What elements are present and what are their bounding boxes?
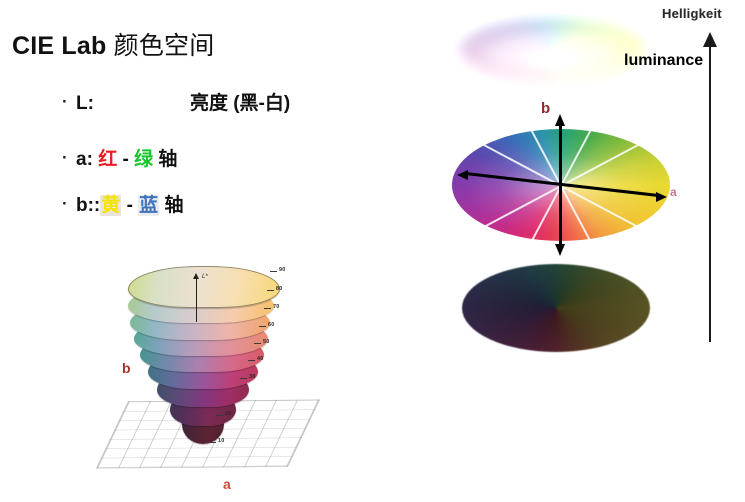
cielab-gamut-3d-plot: L* 90 80 70 60 50 40 30 20 10 b a	[95, 252, 324, 502]
axis-b-arrow-down	[555, 244, 565, 256]
bullet-a-dash: -	[122, 149, 129, 170]
gamut-axis-b-label: b	[122, 360, 131, 376]
axis-a-label: a	[670, 185, 677, 199]
lightness-slice-high	[455, 14, 650, 86]
axis-a-arrow-left	[457, 170, 468, 180]
bullet-marker: ·	[62, 148, 68, 167]
axis-b-arrow-up	[555, 114, 565, 126]
gamut-layer-label-20: 20	[225, 411, 232, 417]
bullet-key-a: a:	[76, 149, 93, 170]
bullet-b-suffix: 轴	[164, 195, 184, 216]
bullet-a-green: 绿	[134, 149, 154, 170]
bullet-key-l: L:	[76, 93, 94, 114]
gamut-layer-label-90: 90	[279, 267, 286, 273]
cielab-slices-figure: b a Helligkeit luminance	[440, 2, 745, 352]
axis-b-label: b	[541, 100, 551, 117]
lstar-label: L*	[202, 274, 208, 280]
bullet-item-b: · b::黄 - 蓝 轴	[62, 190, 183, 217]
luminance-axis-arrow-icon	[703, 32, 717, 47]
gamut-layer-label-70: 70	[273, 304, 280, 310]
axis-a-arrow-right	[656, 192, 667, 202]
gamut-axis-a-label: a	[223, 476, 231, 492]
lightness-slice-low	[462, 264, 650, 352]
luminance-axis-line	[709, 44, 711, 342]
title-latin: CIE Lab	[12, 32, 107, 60]
bullet-marker: ·	[62, 194, 68, 213]
bullet-a-red: 红	[98, 149, 118, 170]
bullet-b-blue: 蓝	[138, 195, 160, 216]
bullet-item-a: · a: 红 - 绿 轴	[62, 144, 177, 171]
lstar-axis-line	[196, 278, 197, 322]
title-cjk: 颜色空间	[113, 32, 215, 60]
bullet-b-dash: -	[126, 195, 133, 216]
bullet-a-suffix: 轴	[158, 149, 178, 170]
gamut-layer-label-80: 80	[276, 286, 283, 292]
gamut-layer-label-40: 40	[257, 356, 264, 362]
bullet-value-l: 亮度 (黑-白)	[189, 93, 291, 114]
luminance-label-de: Helligkeit	[662, 6, 722, 21]
lstar-arrow-icon	[193, 273, 199, 279]
gamut-layer-label-10: 10	[218, 438, 225, 444]
gamut-layer-label-30: 30	[249, 374, 256, 380]
luminance-label-en: luminance	[624, 52, 704, 69]
bullet-b-yellow: 黄	[100, 195, 122, 216]
bullet-marker: ·	[62, 92, 68, 111]
axis-b-line	[559, 125, 562, 247]
bullet-item-l: · L: 亮度 (黑-白)	[62, 88, 290, 115]
gamut-layer-90	[128, 266, 280, 308]
gamut-layer-label-50: 50	[263, 339, 270, 345]
bullet-key-b: b::	[76, 195, 101, 216]
gamut-layer-label-60: 60	[268, 322, 275, 328]
page-title: CIE Lab 颜色空间	[12, 26, 214, 62]
